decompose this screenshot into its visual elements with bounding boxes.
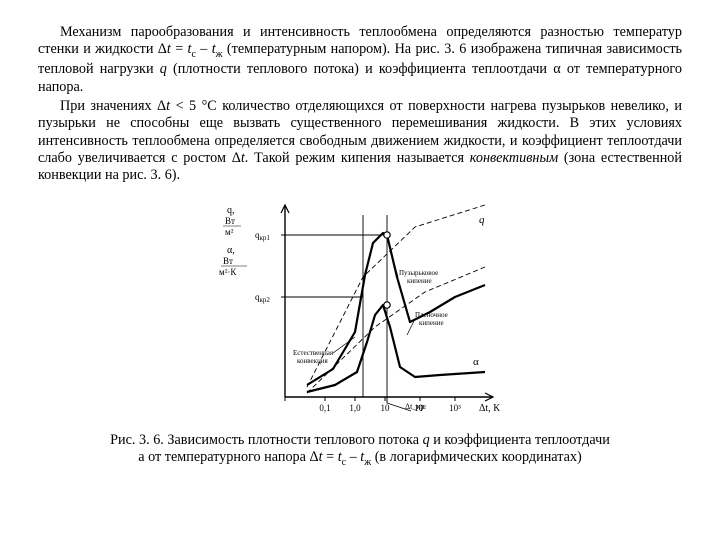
svg-text:q,: q, bbox=[227, 205, 235, 216]
svg-text:Пузырьковое: Пузырьковое bbox=[399, 269, 438, 277]
svg-text:q: q bbox=[479, 214, 485, 226]
svg-text:qкр2: qкр2 bbox=[255, 292, 270, 304]
p2-convective: конвективным bbox=[470, 150, 558, 166]
svg-text:10³: 10³ bbox=[449, 403, 461, 413]
svg-text:конвекция: конвекция bbox=[297, 357, 329, 365]
cap-e: – bbox=[346, 449, 360, 465]
page-root: Механизм парообразования и интенсивность… bbox=[0, 0, 720, 493]
svg-text:Пленочное: Пленочное bbox=[415, 311, 448, 319]
svg-text:α: α bbox=[473, 356, 479, 368]
svg-text:кипение: кипение bbox=[407, 277, 432, 285]
svg-text:Δt, К: Δt, К bbox=[479, 403, 500, 414]
cap-f: (в логарифмических координатах) bbox=[371, 449, 582, 465]
svg-text:α,: α, bbox=[227, 245, 235, 256]
svg-text:кипение: кипение bbox=[419, 319, 444, 327]
svg-text:Естественная: Естественная bbox=[293, 349, 334, 357]
paragraph-1: Механизм парообразования и интенсивность… bbox=[38, 24, 682, 96]
svg-text:0,1: 0,1 bbox=[319, 403, 330, 413]
svg-text:м²·К: м²·К bbox=[219, 267, 237, 277]
cap-d: = bbox=[323, 449, 338, 465]
cap-q: q bbox=[423, 432, 430, 448]
svg-text:qкр1: qкр1 bbox=[255, 230, 270, 242]
p2-text-c: . Такой режим кипения называется bbox=[245, 150, 470, 166]
cap-b: и коэффициента теплоотдачи bbox=[430, 432, 610, 448]
svg-text:Bт: Bт bbox=[225, 216, 235, 226]
p1-text-c: – bbox=[196, 41, 212, 57]
svg-text:Bт: Bт bbox=[223, 256, 233, 266]
p1-var-q: q bbox=[160, 61, 167, 77]
p1-sub-z: ж bbox=[216, 49, 223, 60]
p2-text-a: При значениях Δ bbox=[60, 98, 166, 114]
figure-container: q,Bтм²α,Bтм²·К0,11,01010²10³Δt, Кqкр1qкр… bbox=[38, 187, 682, 430]
svg-text:м²: м² bbox=[225, 227, 234, 237]
paragraph-2: При значениях Δt < 5 °С количество отдел… bbox=[38, 98, 682, 185]
svg-text:10: 10 bbox=[381, 403, 391, 413]
svg-text:1,0: 1,0 bbox=[349, 403, 361, 413]
p1-text-b: = bbox=[171, 41, 188, 57]
boiling-regimes-chart: q,Bтм²α,Bтм²·К0,11,01010²10³Δt, Кqкр1qкр… bbox=[215, 187, 505, 425]
cap-a: Рис. 3. 6. Зависимость плотности теплово… bbox=[110, 432, 422, 448]
figure-caption: Рис. 3. 6. Зависимость плотности теплово… bbox=[38, 432, 682, 469]
cap-c: а от температурного напора Δ bbox=[138, 449, 318, 465]
